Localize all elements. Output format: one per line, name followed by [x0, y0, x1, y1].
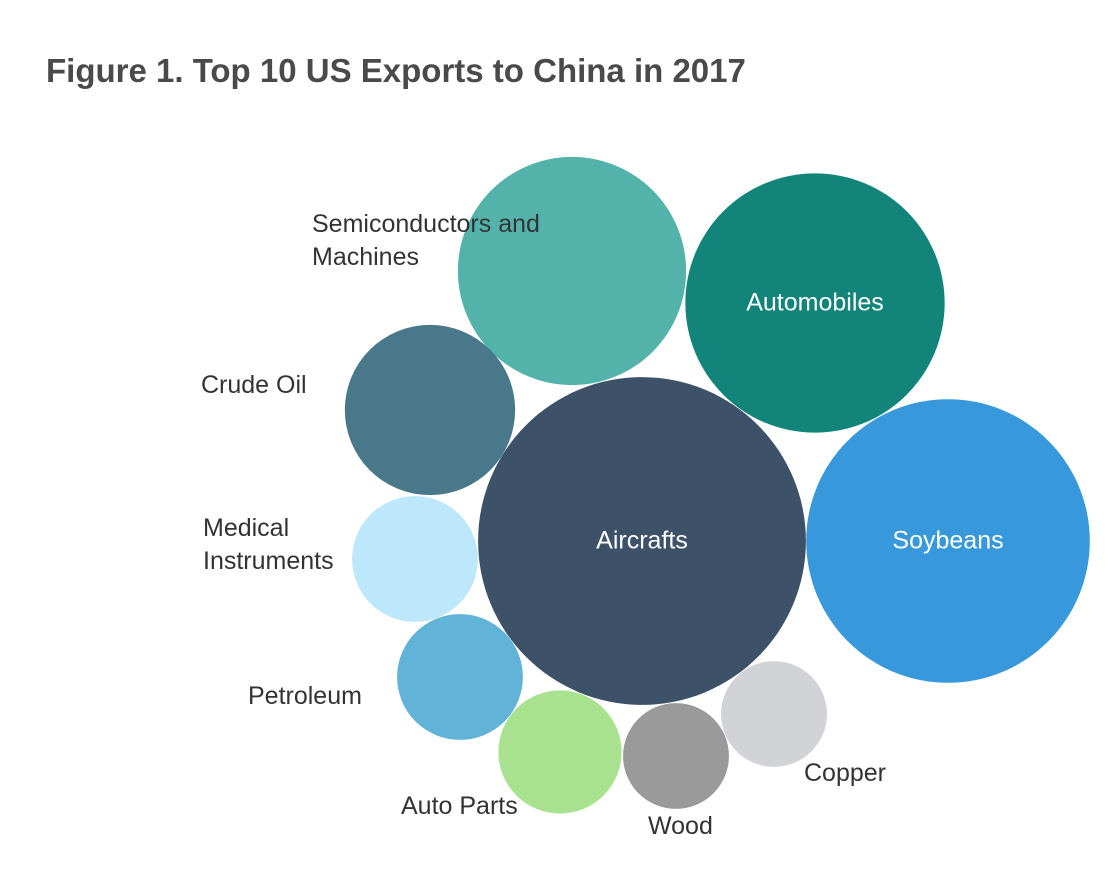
bubble-label: Soybeans	[892, 526, 1004, 555]
bubble-label: Wood	[648, 812, 713, 840]
bubble-label: Aircrafts	[596, 526, 688, 555]
bubble	[478, 377, 806, 705]
chart-title: Figure 1. Top 10 US Exports to China in …	[46, 52, 746, 89]
bubble-label: Semiconductors and Machines	[312, 210, 540, 271]
bubble	[498, 690, 622, 814]
bubble	[806, 399, 1090, 683]
bubble	[397, 614, 523, 740]
bubble-label: Auto Parts	[401, 792, 518, 820]
bubble-label: Petroleum	[248, 682, 362, 710]
bubble	[352, 496, 478, 622]
bubble	[457, 156, 687, 386]
bubble	[685, 173, 945, 433]
bubble	[721, 661, 827, 767]
bubble-label: Crude Oil	[201, 371, 307, 399]
bubble	[344, 324, 516, 496]
bubble-label: Copper	[804, 759, 886, 787]
bubble-label: Automobiles	[746, 288, 884, 317]
bubble	[623, 703, 729, 809]
bubble-label: Medical Instruments	[203, 514, 334, 575]
